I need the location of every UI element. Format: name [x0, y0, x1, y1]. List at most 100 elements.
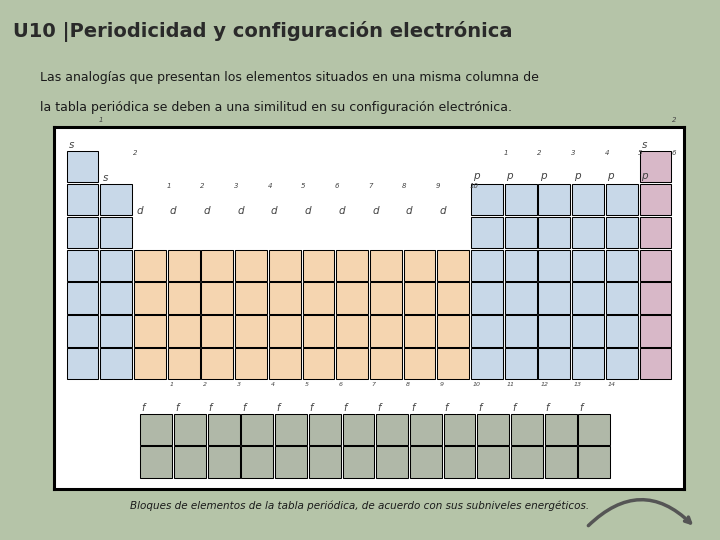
Text: $d$: $d$ — [271, 204, 279, 215]
Bar — [572, 184, 604, 215]
Bar — [505, 217, 536, 248]
Text: $p$: $p$ — [472, 171, 481, 183]
Text: $f$: $f$ — [242, 401, 248, 413]
Bar — [477, 447, 509, 478]
Bar — [545, 414, 577, 445]
Bar — [100, 217, 132, 248]
Bar — [639, 282, 671, 314]
Bar — [572, 315, 604, 347]
Bar — [100, 348, 132, 379]
Bar — [235, 315, 267, 347]
Bar — [471, 249, 503, 281]
Text: 10: 10 — [473, 382, 481, 387]
Bar — [100, 249, 132, 281]
Bar — [269, 249, 301, 281]
Text: 2: 2 — [537, 150, 541, 156]
Text: $f$: $f$ — [512, 401, 518, 413]
Text: 7: 7 — [372, 382, 376, 387]
Bar — [639, 151, 671, 183]
Text: 4: 4 — [267, 183, 272, 188]
Bar — [134, 315, 166, 347]
Bar — [66, 315, 99, 347]
Bar — [100, 315, 132, 347]
Bar — [168, 249, 199, 281]
Bar — [370, 249, 402, 281]
Bar — [437, 348, 469, 379]
Bar — [471, 282, 503, 314]
Bar — [606, 217, 638, 248]
Bar — [505, 348, 536, 379]
Bar — [235, 348, 267, 379]
Text: $f$: $f$ — [276, 401, 282, 413]
Text: 8: 8 — [405, 382, 410, 387]
Bar — [168, 282, 199, 314]
Bar — [168, 315, 199, 347]
Bar — [370, 282, 402, 314]
Bar — [66, 249, 99, 281]
Bar — [437, 249, 469, 281]
Text: $d$: $d$ — [135, 204, 144, 215]
Text: 5: 5 — [301, 183, 305, 188]
Text: 2: 2 — [203, 382, 207, 387]
Text: $d$: $d$ — [338, 204, 346, 215]
Bar — [578, 414, 611, 445]
Bar — [174, 447, 206, 478]
Bar — [511, 447, 543, 478]
Text: $f$: $f$ — [310, 401, 316, 413]
Bar — [336, 249, 368, 281]
Bar — [539, 249, 570, 281]
Bar — [343, 447, 374, 478]
Bar — [269, 315, 301, 347]
Text: $f$: $f$ — [478, 401, 485, 413]
Bar — [134, 249, 166, 281]
Bar — [404, 348, 436, 379]
Bar — [444, 447, 475, 478]
Bar — [572, 249, 604, 281]
Text: 2: 2 — [200, 183, 204, 188]
Text: $s$: $s$ — [68, 140, 76, 150]
Bar — [377, 414, 408, 445]
Bar — [437, 282, 469, 314]
Text: 10: 10 — [469, 183, 479, 188]
Bar — [410, 414, 442, 445]
Bar — [410, 447, 442, 478]
Bar — [545, 447, 577, 478]
Text: 3: 3 — [571, 150, 575, 156]
Text: 4: 4 — [605, 150, 609, 156]
Bar — [471, 315, 503, 347]
Bar — [539, 315, 570, 347]
Bar — [302, 315, 334, 347]
Text: Bloques de elementos de la tabla periódica, de acuerdo con sus subniveles energé: Bloques de elementos de la tabla periódi… — [130, 501, 590, 511]
Text: 5: 5 — [638, 150, 643, 156]
Bar — [639, 315, 671, 347]
Text: $f$: $f$ — [410, 401, 418, 413]
Text: $s$: $s$ — [102, 173, 109, 183]
Bar — [572, 348, 604, 379]
Text: 13: 13 — [574, 382, 582, 387]
Bar — [302, 249, 334, 281]
Text: $p$: $p$ — [574, 171, 582, 183]
Text: $p$: $p$ — [642, 171, 649, 183]
Bar — [241, 447, 273, 478]
Bar — [404, 315, 436, 347]
Bar — [505, 249, 536, 281]
Bar — [639, 348, 671, 379]
Bar — [511, 414, 543, 445]
Bar — [471, 217, 503, 248]
Bar — [140, 447, 172, 478]
Text: $s$: $s$ — [642, 140, 649, 150]
Bar — [539, 217, 570, 248]
Text: 8: 8 — [402, 183, 407, 188]
Bar — [606, 282, 638, 314]
Bar — [336, 315, 368, 347]
Text: $d$: $d$ — [405, 204, 414, 215]
Bar — [269, 348, 301, 379]
Bar — [269, 282, 301, 314]
Bar — [505, 282, 536, 314]
Text: $d$: $d$ — [372, 204, 380, 215]
Bar — [202, 282, 233, 314]
Bar — [444, 414, 475, 445]
Text: $f$: $f$ — [377, 401, 384, 413]
Text: 7: 7 — [369, 183, 373, 188]
Text: $f$: $f$ — [579, 401, 586, 413]
